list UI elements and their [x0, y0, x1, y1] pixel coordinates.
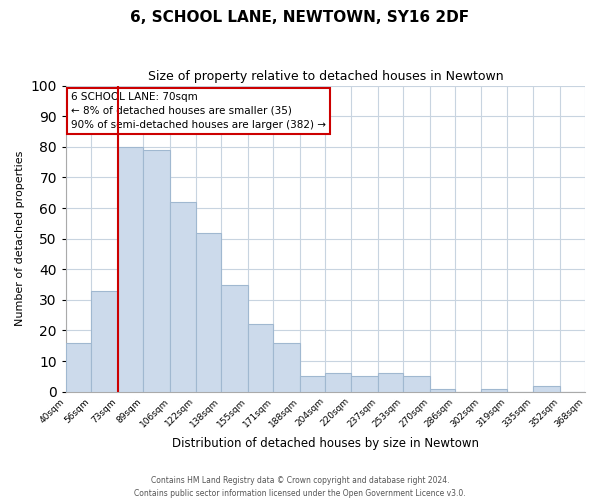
Bar	[66, 342, 91, 392]
Bar	[118, 147, 143, 392]
Bar	[430, 388, 455, 392]
Bar	[196, 232, 221, 392]
Y-axis label: Number of detached properties: Number of detached properties	[15, 151, 25, 326]
Bar	[143, 150, 170, 392]
Bar	[403, 376, 430, 392]
Text: 6 SCHOOL LANE: 70sqm
← 8% of detached houses are smaller (35)
90% of semi-detach: 6 SCHOOL LANE: 70sqm ← 8% of detached ho…	[71, 92, 326, 130]
Title: Size of property relative to detached houses in Newtown: Size of property relative to detached ho…	[148, 70, 503, 83]
Bar	[273, 342, 300, 392]
X-axis label: Distribution of detached houses by size in Newtown: Distribution of detached houses by size …	[172, 437, 479, 450]
Bar	[300, 376, 325, 392]
Bar	[248, 324, 273, 392]
Bar	[377, 374, 403, 392]
Bar	[325, 374, 351, 392]
Bar	[481, 388, 508, 392]
Bar	[221, 284, 248, 392]
Text: 6, SCHOOL LANE, NEWTOWN, SY16 2DF: 6, SCHOOL LANE, NEWTOWN, SY16 2DF	[130, 10, 470, 25]
Bar	[533, 386, 560, 392]
Bar	[170, 202, 196, 392]
Bar	[91, 290, 118, 392]
Bar	[351, 376, 377, 392]
Text: Contains HM Land Registry data © Crown copyright and database right 2024.
Contai: Contains HM Land Registry data © Crown c…	[134, 476, 466, 498]
